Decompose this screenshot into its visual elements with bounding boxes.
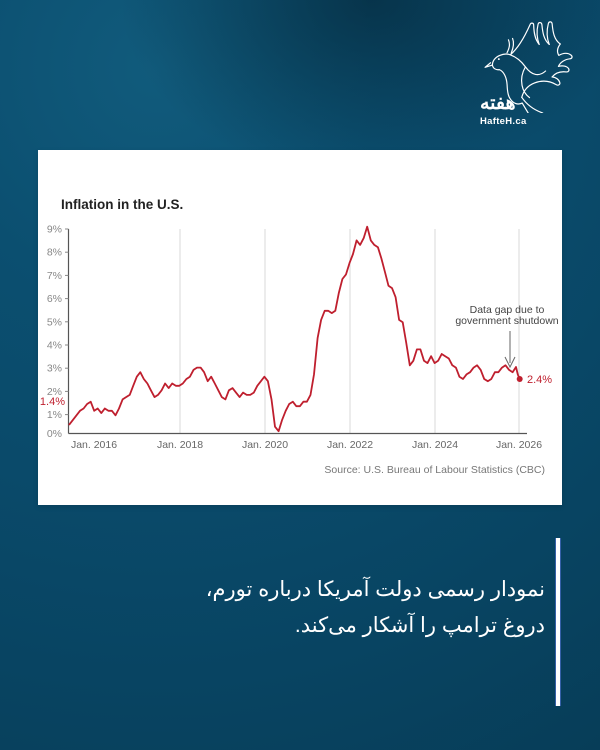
svg-text:6%: 6% [47, 293, 62, 305]
svg-text:2.4%: 2.4% [527, 374, 552, 386]
svg-text:Jan. 2026: Jan. 2026 [496, 439, 542, 451]
svg-text:Jan. 2024: Jan. 2024 [412, 439, 458, 451]
svg-text:9%: 9% [47, 224, 62, 236]
svg-text:1.4%: 1.4% [40, 396, 65, 408]
svg-text:5%: 5% [47, 316, 62, 328]
svg-text:7%: 7% [47, 270, 62, 282]
svg-text:3%: 3% [47, 363, 62, 375]
svg-text:Jan. 2016: Jan. 2016 [71, 439, 117, 451]
svg-text:Jan. 2022: Jan. 2022 [327, 439, 373, 451]
svg-text:government shutdown: government shutdown [455, 315, 558, 327]
svg-text:Jan. 2020: Jan. 2020 [242, 439, 288, 451]
svg-text:0%: 0% [47, 428, 62, 440]
svg-text:1%: 1% [47, 409, 62, 421]
svg-text:8%: 8% [47, 247, 62, 259]
svg-text:4%: 4% [47, 340, 62, 352]
svg-text:Jan. 2018: Jan. 2018 [157, 439, 203, 451]
